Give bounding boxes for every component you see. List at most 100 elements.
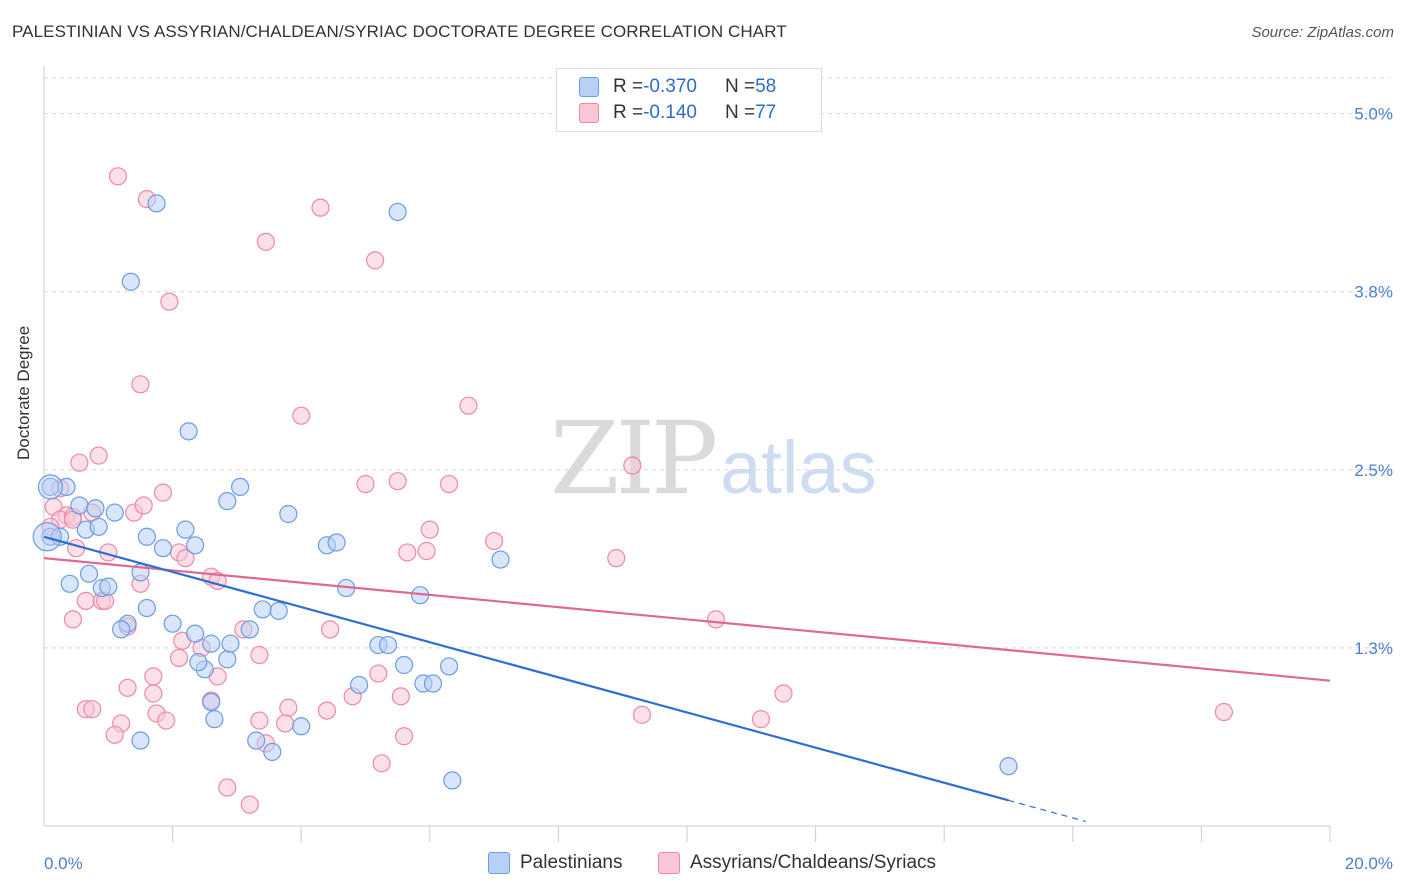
point-assyrian	[70, 453, 89, 472]
point-palestinian	[439, 657, 459, 676]
point-palestinian	[999, 757, 1018, 776]
point-palestinian	[79, 564, 99, 583]
point-assyrian	[157, 711, 176, 730]
point-palestinian	[205, 710, 224, 729]
point-palestinian	[70, 496, 89, 515]
series-swatch-pink	[658, 852, 680, 874]
point-palestinian	[378, 635, 398, 655]
point-assyrian	[169, 648, 189, 667]
point-palestinian	[218, 492, 237, 511]
point-assyrian	[76, 591, 95, 610]
point-assyrian	[366, 251, 385, 270]
point-assyrian	[420, 520, 439, 539]
point-palestinian	[221, 634, 240, 653]
y-axis-title: Doctorate Degree	[14, 325, 33, 460]
point-palestinian	[202, 692, 221, 712]
point-palestinian	[147, 194, 166, 213]
point-assyrian	[89, 446, 108, 465]
point-assyrian	[369, 664, 388, 683]
legend-r-label: R =	[613, 76, 644, 97]
legend-n-label: N =	[724, 102, 756, 123]
point-palestinian	[279, 504, 298, 524]
chart-title: PALESTINIAN VS ASSYRIAN/CHALDEAN/SYRIAC …	[12, 22, 787, 41]
point-assyrian	[439, 474, 459, 494]
point-assyrian	[372, 754, 391, 773]
point-palestinian	[186, 624, 205, 643]
point-assyrian	[176, 549, 195, 568]
y-tick-label: 5.0%	[1354, 105, 1393, 124]
correlation-legend: R = -0.370 N = 58 R = -0.140 N = 77	[556, 68, 822, 132]
point-assyrian	[250, 711, 269, 730]
point-palestinian	[443, 771, 462, 790]
point-palestinian	[388, 202, 407, 222]
point-assyrian	[256, 232, 275, 251]
point-assyrian	[279, 698, 298, 717]
point-assyrian	[774, 684, 793, 703]
source-label: Source: ZipAtlas.com	[1251, 24, 1394, 41]
point-palestinian	[491, 550, 510, 569]
point-palestinian	[269, 601, 288, 620]
point-palestinian	[423, 674, 443, 693]
point-palestinian	[153, 539, 173, 558]
point-palestinian	[137, 598, 156, 618]
x-tick-label: 20.0%	[1345, 854, 1393, 873]
point-palestinian	[176, 520, 195, 539]
point-palestinian	[253, 600, 272, 619]
point-assyrian	[134, 496, 153, 515]
point-palestinian	[99, 577, 118, 596]
point-assyrian	[276, 714, 295, 733]
point-palestinian	[231, 477, 250, 497]
series-legend-palestinians[interactable]: Palestinians	[488, 852, 622, 874]
point-assyrian	[105, 725, 124, 744]
point-palestinian	[137, 527, 156, 546]
point-palestinian	[292, 717, 311, 736]
legend-n-value: 77	[755, 102, 777, 123]
point-assyrian	[83, 700, 102, 719]
point-palestinian	[86, 499, 105, 518]
legend-r-label: R =	[613, 102, 644, 123]
legend-r-value: -0.140	[643, 102, 697, 123]
legend-r-value: -0.370	[643, 76, 697, 97]
point-assyrian	[398, 543, 417, 562]
series-legend-assyrians[interactable]: Assyrians/Chaldeans/Syriacs	[658, 852, 936, 874]
point-assyrian	[356, 474, 375, 494]
point-assyrian	[144, 684, 163, 703]
point-assyrian	[394, 727, 414, 746]
point-palestinian	[121, 272, 140, 291]
trend-line-palestinian-extension	[1008, 799, 1086, 823]
point-assyrian	[144, 667, 163, 686]
legend-row-palestinians: R = -0.370 N = 58	[579, 74, 776, 100]
point-palestinian	[186, 536, 205, 555]
point-palestinian	[163, 614, 182, 633]
point-assyrian	[250, 645, 269, 665]
point-palestinian	[179, 422, 198, 441]
point-palestinian	[37, 474, 64, 500]
point-assyrian	[118, 678, 137, 697]
point-assyrian	[63, 610, 83, 629]
series-swatch-blue	[488, 852, 510, 874]
legend-n-label: N =	[724, 76, 756, 97]
point-assyrian	[321, 620, 340, 639]
point-assyrian	[317, 701, 337, 720]
point-palestinian	[89, 517, 108, 536]
point-assyrian	[311, 198, 330, 217]
point-assyrian	[131, 375, 150, 394]
point-palestinian	[240, 620, 259, 639]
legend-n-value: 58	[755, 76, 777, 97]
point-assyrian	[706, 610, 726, 629]
point-assyrian	[160, 292, 179, 311]
point-palestinian	[131, 731, 150, 750]
legend-swatch-blue	[579, 77, 599, 97]
point-palestinian	[327, 533, 346, 552]
point-assyrian	[459, 396, 478, 415]
point-palestinian	[218, 650, 237, 669]
point-palestinian	[394, 655, 414, 675]
point-palestinian	[105, 503, 124, 522]
legend-row-assyrians: R = -0.140 N = 77	[579, 100, 776, 126]
point-assyrian	[218, 778, 237, 797]
point-assyrian	[623, 456, 642, 475]
point-assyrian	[1214, 702, 1234, 722]
point-palestinian	[202, 634, 221, 653]
point-assyrian	[632, 705, 652, 724]
